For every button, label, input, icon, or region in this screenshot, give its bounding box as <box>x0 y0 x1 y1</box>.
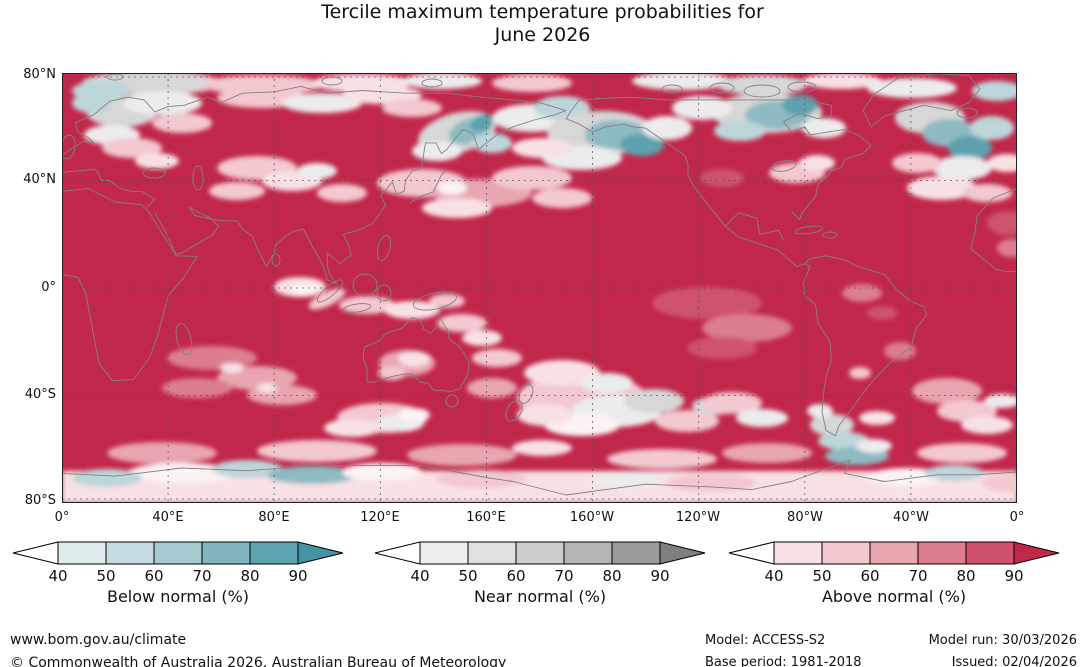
legend-tick: 90 <box>288 567 308 585</box>
legend-near-ticks: 40 50 60 70 80 90 <box>372 565 708 586</box>
legend-tick: 80 <box>240 567 260 585</box>
legend-near-colorbar <box>374 541 706 565</box>
lon-label-80w: 80°W <box>787 510 823 525</box>
footer-website: www.bom.gov.au/climate <box>10 632 187 648</box>
footer-model-run: Model run: 30/03/2026 <box>928 633 1077 648</box>
legend-below-ticks: 40 50 60 70 80 90 <box>10 565 346 586</box>
footer-issued: Issued: 02/04/2026 <box>951 655 1077 667</box>
map-border <box>62 73 1017 503</box>
lon-label-80e: 80°E <box>258 510 290 525</box>
lon-label-0w: 0° <box>1009 510 1025 525</box>
legend-tick: 80 <box>956 567 976 585</box>
lon-label-120w: 120°W <box>675 510 721 525</box>
footer-model-block: Model: ACCESS-S2 Base period: 1981-2018 <box>705 630 862 667</box>
lat-label-0: 0° <box>41 280 56 295</box>
legend-tick: 60 <box>860 567 880 585</box>
footer-left: www.bom.gov.au/climate © Commonwealth of… <box>10 629 506 667</box>
coastlines <box>60 73 1018 496</box>
probability-patches <box>62 71 1042 503</box>
legend-above-ticks: 40 50 60 70 80 90 <box>726 565 1062 586</box>
legend-near-title: Near normal (%) <box>473 587 607 606</box>
legend-tick: 70 <box>554 567 574 585</box>
legend-tick: 40 <box>48 567 68 585</box>
legend-below-title: Below normal (%) <box>106 587 250 606</box>
lat-label-80n: 80°N <box>23 67 56 82</box>
legend-tick: 70 <box>192 567 212 585</box>
lon-label-0e: 0° <box>54 510 70 525</box>
legend-tick: 40 <box>764 567 784 585</box>
lon-label-40w: 40°W <box>893 510 929 525</box>
legend-tick: 90 <box>1004 567 1024 585</box>
legend-tick: 40 <box>410 567 430 585</box>
legend-tick: 50 <box>812 567 832 585</box>
legend-below-colorbar <box>12 541 344 565</box>
lat-label-40n: 40°N <box>23 172 56 187</box>
legend-tick: 60 <box>506 567 526 585</box>
legend-near-normal: 40 50 60 70 80 90 Near normal (%) <box>372 541 708 606</box>
legend-tick: 60 <box>144 567 164 585</box>
legend-above-title: Above normal (%) <box>821 587 967 606</box>
lon-label-160w: 160°W <box>569 510 615 525</box>
legend-above-colorbar <box>728 541 1060 565</box>
footer-copyright: © Commonwealth of Australia 2026, Austra… <box>10 655 507 667</box>
legend-tick: 80 <box>602 567 622 585</box>
legend-tick: 90 <box>650 567 670 585</box>
lon-label-160e: 160°E <box>466 510 506 525</box>
page-title-line1: Tercile maximum temperature probabilitie… <box>321 1 764 23</box>
footer-base-period: Base period: 1981-2018 <box>705 655 862 667</box>
legend-below-normal: 40 50 60 70 80 90 Below normal (%) <box>10 541 346 606</box>
lat-label-40s: 40°S <box>24 387 56 402</box>
legend-tick: 50 <box>96 567 116 585</box>
world-map-svg <box>60 71 1042 503</box>
footer-run-block: Model run: 30/03/2026 Issued: 02/04/2026 <box>929 630 1077 667</box>
page-title-line2: June 2026 <box>494 24 591 46</box>
lat-label-80s: 80°S <box>24 493 56 508</box>
legend-tick: 70 <box>908 567 928 585</box>
world-map <box>60 71 1042 503</box>
lon-label-40e: 40°E <box>152 510 184 525</box>
legend-above-normal: 40 50 60 70 80 90 Above normal (%) <box>726 541 1062 606</box>
footer-model: Model: ACCESS-S2 <box>705 633 826 648</box>
legend-tick: 50 <box>458 567 478 585</box>
lon-label-120e: 120°E <box>360 510 400 525</box>
